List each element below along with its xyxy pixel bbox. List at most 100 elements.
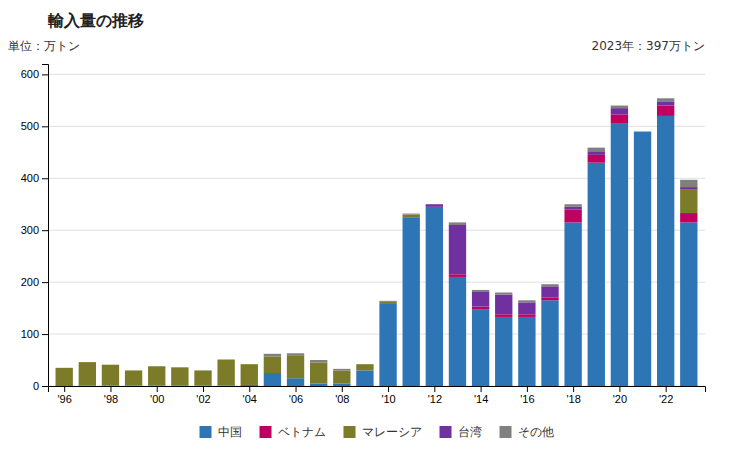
bar-segment — [564, 209, 581, 222]
y-tick: 0 — [33, 380, 48, 392]
bar-segment — [564, 204, 581, 207]
bar-segment — [634, 131, 651, 132]
bar-segment — [588, 148, 605, 152]
bar-segment — [217, 359, 234, 360]
y-tick-mark — [42, 334, 48, 335]
bar-segment — [472, 292, 489, 307]
y-tick: 300 — [21, 224, 48, 236]
y-tick-mark — [42, 386, 48, 387]
x-tick: '20 — [613, 386, 627, 405]
bar-segment — [333, 369, 350, 371]
bar-segment — [241, 385, 258, 386]
bar-segment — [495, 314, 512, 317]
y-tick-mark — [42, 230, 48, 231]
bar-segment — [611, 124, 628, 386]
bar-segment — [588, 151, 605, 155]
x-tick-label: '04 — [243, 393, 257, 405]
x-tick-label: '22 — [659, 393, 673, 405]
legend-swatch — [344, 426, 356, 438]
bar-segment — [356, 364, 373, 365]
y-tick: 500 — [21, 120, 48, 132]
bar-segment — [125, 370, 142, 385]
bar-segment — [287, 356, 304, 378]
x-tick: '00 — [150, 386, 164, 405]
grid-line — [48, 74, 705, 75]
legend-label: ベトナム — [278, 425, 326, 439]
bar-segment — [680, 190, 697, 213]
x-tick-label: '18 — [566, 393, 580, 405]
bar-series — [56, 190, 698, 386]
y-tick-label: 300 — [21, 224, 39, 236]
bar-segment — [171, 367, 188, 368]
x-tick: '02 — [196, 386, 210, 405]
legend-item: 台湾 — [440, 425, 482, 439]
x-tick: '10 — [381, 386, 395, 405]
y-tick: 600 — [21, 68, 48, 80]
bar-segment — [333, 383, 350, 386]
bar-segment — [241, 364, 258, 385]
bar-segment — [287, 353, 304, 356]
x-axis: '96'98'00'02'04'06'08'10'12'14'16'18'20'… — [49, 386, 706, 405]
y-tick: 400 — [21, 172, 48, 184]
x-tick-mark — [527, 386, 528, 392]
x-tick-mark — [64, 386, 65, 392]
bar-segment — [264, 356, 281, 373]
bar-segment — [611, 108, 628, 114]
bar-segment — [657, 116, 674, 386]
x-tick-mark — [203, 386, 204, 392]
legend-swatch — [440, 426, 452, 438]
bar-segment — [125, 370, 142, 371]
bar-segment — [518, 317, 535, 386]
grid-line — [48, 334, 705, 335]
y-tick-label: 0 — [33, 380, 39, 392]
x-tick-mark — [157, 386, 158, 392]
bar-segment — [217, 360, 234, 386]
bar-segment — [449, 274, 466, 277]
bar-segment — [403, 214, 420, 215]
bar-segment — [56, 367, 73, 368]
bar-segment — [403, 217, 420, 386]
x-tick-mark — [249, 386, 250, 392]
bar-segment — [634, 132, 651, 386]
bar-segment — [356, 364, 373, 365]
legend-label: その他 — [518, 425, 554, 439]
bar-segment — [379, 304, 396, 386]
x-tick: '04 — [243, 386, 257, 405]
bar-segment — [634, 131, 651, 132]
legend-swatch — [260, 426, 272, 438]
bar-segment — [657, 106, 674, 116]
bar-segment — [148, 366, 165, 385]
x-tick-mark — [619, 386, 620, 392]
bar-segment — [310, 363, 327, 384]
bar-segment — [634, 131, 651, 132]
legend-label: 中国 — [218, 425, 242, 439]
bar-segment — [449, 225, 466, 274]
bar-segment — [194, 370, 211, 385]
bar-segment — [588, 155, 605, 163]
bar-segment — [541, 300, 558, 386]
bar-segment — [495, 293, 512, 295]
x-tick-label: '14 — [474, 393, 488, 405]
bar-segment — [379, 301, 396, 302]
bar-segment — [611, 114, 628, 123]
bar-segment — [657, 102, 674, 106]
x-tick-mark — [388, 386, 389, 392]
legend-label: マレーシア — [362, 425, 422, 439]
bar-segment — [495, 317, 512, 386]
legend-item: その他 — [500, 425, 554, 439]
y-axis-line — [42, 65, 49, 387]
bar-segment — [171, 367, 188, 368]
y-tick-label: 600 — [21, 68, 39, 80]
legend-item: マレーシア — [344, 425, 422, 439]
bar-segment — [403, 215, 420, 218]
bar-segment — [56, 367, 73, 368]
grid-line — [48, 282, 705, 283]
x-tick-label: '12 — [428, 393, 442, 405]
x-tick-mark — [110, 386, 111, 392]
legend-swatch — [500, 426, 512, 438]
bar-segment — [657, 98, 674, 102]
bars — [56, 98, 698, 386]
y-tick-label: 200 — [21, 276, 39, 288]
legend-label: 台湾 — [458, 425, 482, 439]
bar-segment — [241, 364, 258, 365]
